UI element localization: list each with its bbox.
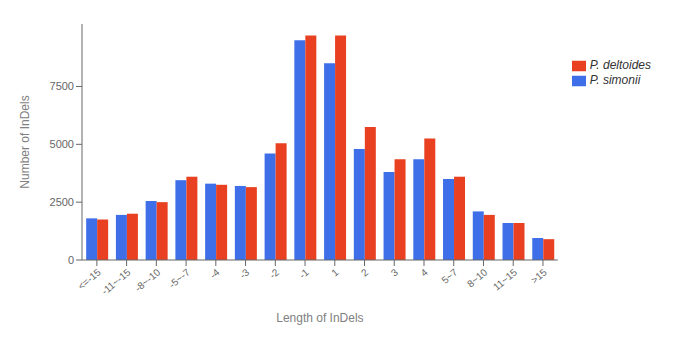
svg-text:Length of InDels: Length of InDels xyxy=(276,311,363,325)
svg-text:-11~-15: -11~-15 xyxy=(99,266,132,297)
svg-text:-5~-7: -5~-7 xyxy=(167,266,193,290)
svg-text:4: 4 xyxy=(419,266,431,278)
svg-text:7500: 7500 xyxy=(50,80,74,92)
svg-text:<=-15: <=-15 xyxy=(75,266,103,292)
html-text:P. simonii: P. simonii xyxy=(589,72,641,87)
svg-text:-1: -1 xyxy=(297,266,311,280)
svg-text:-2: -2 xyxy=(267,266,281,280)
svg-text:2: 2 xyxy=(359,266,371,278)
svg-text:5000: 5000 xyxy=(50,138,74,150)
svg-text:11~15: 11~15 xyxy=(491,266,519,292)
svg-text:Number of InDels: Number of InDels xyxy=(18,95,32,188)
svg-text:0: 0 xyxy=(68,254,74,266)
svg-text:-8~-10: -8~-10 xyxy=(133,266,163,293)
html-text:P. deltoides: P. deltoides xyxy=(589,58,651,72)
svg-text:1: 1 xyxy=(329,266,341,278)
svg-text:5~7: 5~7 xyxy=(440,266,460,286)
svg-text:-3: -3 xyxy=(238,266,252,280)
svg-text:3: 3 xyxy=(389,266,401,278)
svg-text:>15: >15 xyxy=(529,266,549,286)
svg-text:-4: -4 xyxy=(208,266,222,280)
svg-text:2500: 2500 xyxy=(50,196,74,208)
svg-text:8~10: 8~10 xyxy=(465,266,490,289)
